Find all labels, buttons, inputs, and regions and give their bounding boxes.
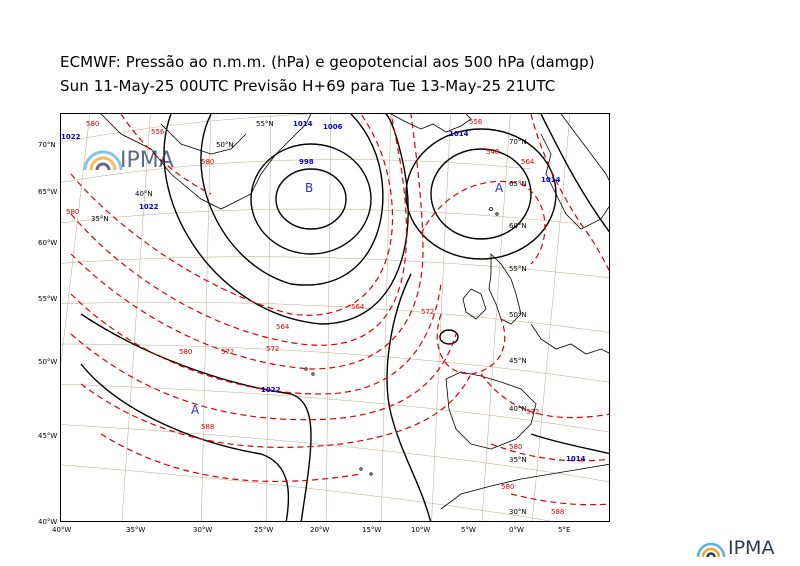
bottom-axis-label: 0°W: [509, 526, 524, 534]
left-axis-label: 45°W: [38, 432, 58, 440]
map-title-line-2: Sun 11-May-25 00UTC Previsão H+69 para T…: [60, 77, 556, 95]
high-pressure-center: A: [191, 403, 200, 417]
grid-label: 35°N: [509, 456, 527, 464]
geopotential-label: 580: [179, 348, 192, 356]
grid-label: 50°N: [509, 311, 527, 319]
weather-map: 1022 1014 1006 998 1014 1022 1022 1014 1…: [60, 113, 610, 522]
geopotential-label: 556: [469, 118, 483, 126]
ipma-logo-mark-icon: [696, 542, 726, 558]
isobar-label: 1014: [566, 455, 586, 463]
graticule: [61, 114, 609, 521]
geopotential-label: 556: [151, 128, 165, 136]
geopotential-label: 580: [66, 208, 79, 216]
geopotential-label: 588: [551, 508, 564, 516]
grid-label: 60°N: [509, 222, 527, 230]
geopotential-label: 580: [501, 483, 514, 491]
grid-label: 55°N: [509, 265, 527, 273]
grid-label: 65°N: [509, 180, 527, 188]
geopotential-label: 572: [421, 308, 434, 316]
isobars: [80, 114, 609, 521]
bottom-axis-label: 15°W: [362, 526, 382, 534]
bottom-axis-label: 40°W: [52, 526, 72, 534]
grid-label: 35°N: [91, 215, 109, 223]
geopotential-label: 548: [486, 148, 499, 156]
grid-label: 40°N: [509, 405, 527, 413]
isobar-label: 1022: [139, 203, 159, 211]
ipma-logo-mark-icon: [83, 150, 123, 171]
isobar-label: 1022: [61, 133, 81, 141]
geopotential-label: 580: [86, 120, 99, 128]
bottom-axis-label: 25°W: [254, 526, 274, 534]
left-axis-label: 50°W: [38, 358, 58, 366]
isobar-label: 1006: [323, 123, 343, 131]
isobar-label: 1022: [261, 386, 281, 394]
bottom-axis-label: 35°W: [126, 526, 146, 534]
grid-label: 45°N: [509, 357, 527, 365]
left-axis-label: 55°W: [38, 295, 58, 303]
bottom-axis-label: 30°W: [193, 526, 213, 534]
isobar-label: 1014: [541, 176, 561, 184]
grid-label: 70°N: [509, 138, 527, 146]
ipma-logo-watermark: IPMA: [120, 148, 174, 173]
geopotential-label: 564: [276, 323, 290, 331]
isobar-label: 1014: [449, 130, 469, 138]
geopotential-contours: [70, 114, 609, 506]
geopotential-label: 580: [201, 158, 214, 166]
left-axis-label: 40°W: [38, 518, 58, 526]
isobar-label: 1014: [293, 120, 313, 128]
geopotential-label: 588: [201, 423, 214, 431]
bottom-axis-label: 5°W: [461, 526, 476, 534]
geopotential-label: 572: [266, 345, 279, 353]
left-axis-label: 60°W: [38, 239, 58, 247]
left-axis-label: 70°N: [38, 141, 56, 149]
geopotential-label: 580: [509, 443, 522, 451]
grid-label: 50°N: [216, 141, 234, 149]
geopotential-label: 564: [521, 158, 535, 166]
map-canvas: 1022 1014 1006 998 1014 1022 1022 1014 1…: [61, 114, 609, 521]
ipma-logo-corner: IPMA: [728, 537, 775, 559]
coastlines: [100, 114, 609, 510]
geopotential-label: 564: [351, 303, 365, 311]
bottom-axis-label: 10°W: [411, 526, 431, 534]
geopotential-label: 572: [526, 408, 539, 416]
low-pressure-center: B: [305, 181, 313, 195]
isobar-label: 998: [299, 158, 314, 166]
bottom-axis-label: 5°E: [558, 526, 571, 534]
left-axis-label: 65°W: [38, 188, 58, 196]
geopotential-label: 572: [221, 348, 234, 356]
high-pressure-center: A: [495, 181, 504, 195]
grid-label: 30°N: [509, 508, 527, 516]
grid-label: 55°N: [256, 120, 274, 128]
grid-label: 40°N: [135, 190, 153, 198]
map-title-line-1: ECMWF: Pressão ao n.m.m. (hPa) e geopote…: [60, 53, 595, 71]
bottom-axis-label: 20°W: [310, 526, 330, 534]
